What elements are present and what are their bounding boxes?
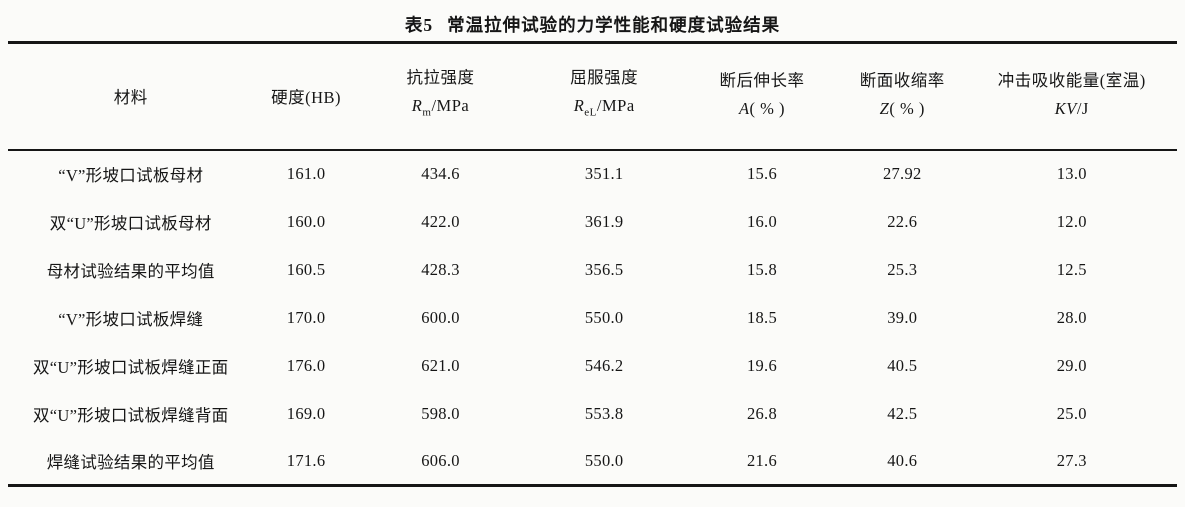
material-cell: 双“U”形坡口试板焊缝正面: [33, 357, 229, 377]
value-cell: 27.92: [882, 164, 922, 183]
value-cell: 29.0: [1056, 355, 1087, 375]
header-label: 硬度(HB): [271, 88, 342, 108]
value-cell: 160.0: [286, 211, 326, 231]
value-cell: 12.5: [1056, 259, 1087, 279]
value-cell: 15.8: [746, 259, 778, 279]
header-symbol-unit: ReL/MPa: [573, 96, 635, 119]
material-cell: 母材试验结果的平均值: [46, 261, 215, 281]
header-label: 抗拉强度: [406, 68, 475, 88]
value-cell: 606.0: [421, 450, 460, 470]
value-cell: 25.3: [887, 259, 918, 279]
value-cell: 434.6: [421, 164, 460, 183]
value-cell: 169.0: [286, 403, 326, 423]
table-row: 双“U”形坡口试板母材 160.0 422.0 361.9 16.0 22.6 …: [8, 198, 1177, 246]
header-label: 断后伸长率: [719, 71, 805, 91]
value-cell: 15.6: [746, 164, 778, 183]
value-cell: 546.2: [584, 355, 624, 375]
table-body: “V”形坡口试板母材 161.0 434.6 351.1 15.6 27.92 …: [8, 150, 1177, 486]
value-cell: 550.0: [584, 307, 624, 327]
value-cell: 27.3: [1056, 450, 1087, 470]
value-cell: 600.0: [421, 307, 460, 327]
col-header-material: 材料: [8, 42, 254, 151]
value-cell: 28.0: [1056, 307, 1087, 327]
value-cell: 161.0: [286, 164, 326, 183]
material-cell: “V”形坡口试板焊缝: [58, 309, 204, 329]
table-row: 双“U”形坡口试板焊缝背面 169.0 598.0 553.8 26.8 42.…: [8, 390, 1177, 438]
material-cell: 双“U”形坡口试板母材: [49, 213, 212, 233]
value-cell: 16.0: [746, 211, 778, 231]
value-cell: 621.0: [421, 355, 460, 375]
value-cell: 25.0: [1056, 403, 1087, 423]
material-cell: “V”形坡口试板母材: [58, 166, 204, 185]
header-symbol-unit: A( % ): [738, 99, 786, 119]
value-cell: 12.0: [1056, 211, 1087, 231]
value-cell: 351.1: [584, 164, 624, 183]
header-label: 冲击吸收能量(室温): [997, 71, 1146, 91]
results-table: 材料 硬度(HB) 抗拉强度 Rm/MPa 屈服强度 ReL/MPa 断后伸长率…: [8, 41, 1177, 487]
table-caption: 表5 常温拉伸试验的力学性能和硬度试验结果: [8, 7, 1177, 41]
col-header-elongation: 断后伸长率 A( % ): [686, 42, 838, 151]
col-header-area-reduction: 断面收缩率 Z( % ): [837, 42, 967, 151]
table-row: 母材试验结果的平均值 160.5 428.3 356.5 15.8 25.3 1…: [8, 246, 1177, 294]
col-header-hardness: 硬度(HB): [253, 42, 359, 151]
value-cell: 176.0: [286, 355, 326, 375]
value-cell: 428.3: [421, 259, 460, 279]
value-cell: 422.0: [421, 211, 460, 231]
value-cell: 21.6: [746, 450, 778, 470]
material-cell: 焊缝试验结果的平均值: [46, 452, 215, 472]
col-header-yield-strength: 屈服强度 ReL/MPa: [522, 42, 686, 151]
table-header: 材料 硬度(HB) 抗拉强度 Rm/MPa 屈服强度 ReL/MPa 断后伸长率…: [8, 42, 1177, 151]
value-cell: 170.0: [286, 307, 326, 327]
header-symbol-unit: Rm/MPa: [411, 96, 470, 119]
col-header-tensile-strength: 抗拉强度 Rm/MPa: [358, 42, 523, 151]
header-label: 屈服强度: [570, 68, 639, 88]
header-row: 材料 硬度(HB) 抗拉强度 Rm/MPa 屈服强度 ReL/MPa 断后伸长率…: [8, 42, 1177, 151]
value-cell: 42.5: [887, 403, 918, 423]
col-header-impact-energy: 冲击吸收能量(室温) KV/J: [966, 42, 1177, 151]
value-cell: 40.5: [887, 355, 918, 375]
table-row: 焊缝试验结果的平均值 171.6 606.0 550.0 21.6 40.6 2…: [8, 438, 1177, 486]
value-cell: 598.0: [421, 403, 460, 423]
table-row: “V”形坡口试板母材 161.0 434.6 351.1 15.6 27.92 …: [8, 150, 1177, 198]
table-title: 常温拉伸试验的力学性能和硬度试验结果: [447, 14, 781, 35]
value-cell: 39.0: [887, 307, 918, 327]
header-symbol-unit: KV/J: [1054, 99, 1089, 119]
material-cell: 双“U”形坡口试板焊缝背面: [33, 405, 229, 425]
value-cell: 22.6: [887, 211, 918, 231]
header-label: 断面收缩率: [859, 71, 945, 91]
value-cell: 40.6: [887, 450, 918, 470]
value-cell: 18.5: [746, 307, 778, 327]
value-cell: 550.0: [584, 450, 624, 470]
value-cell: 19.6: [746, 355, 778, 375]
table-number: 表5: [404, 14, 434, 35]
value-cell: 361.9: [584, 211, 624, 231]
header-symbol-unit: Z( % ): [879, 99, 925, 119]
value-cell: 553.8: [584, 403, 624, 423]
table-row: “V”形坡口试板焊缝 170.0 600.0 550.0 18.5 39.0 2…: [8, 294, 1177, 342]
value-cell: 160.5: [286, 259, 326, 279]
value-cell: 26.8: [746, 403, 778, 423]
header-label: 材料: [113, 88, 148, 108]
table-row: 双“U”形坡口试板焊缝正面 176.0 621.0 546.2 19.6 40.…: [8, 342, 1177, 390]
value-cell: 356.5: [584, 259, 624, 279]
value-cell: 13.0: [1056, 164, 1087, 183]
value-cell: 171.6: [286, 450, 326, 470]
